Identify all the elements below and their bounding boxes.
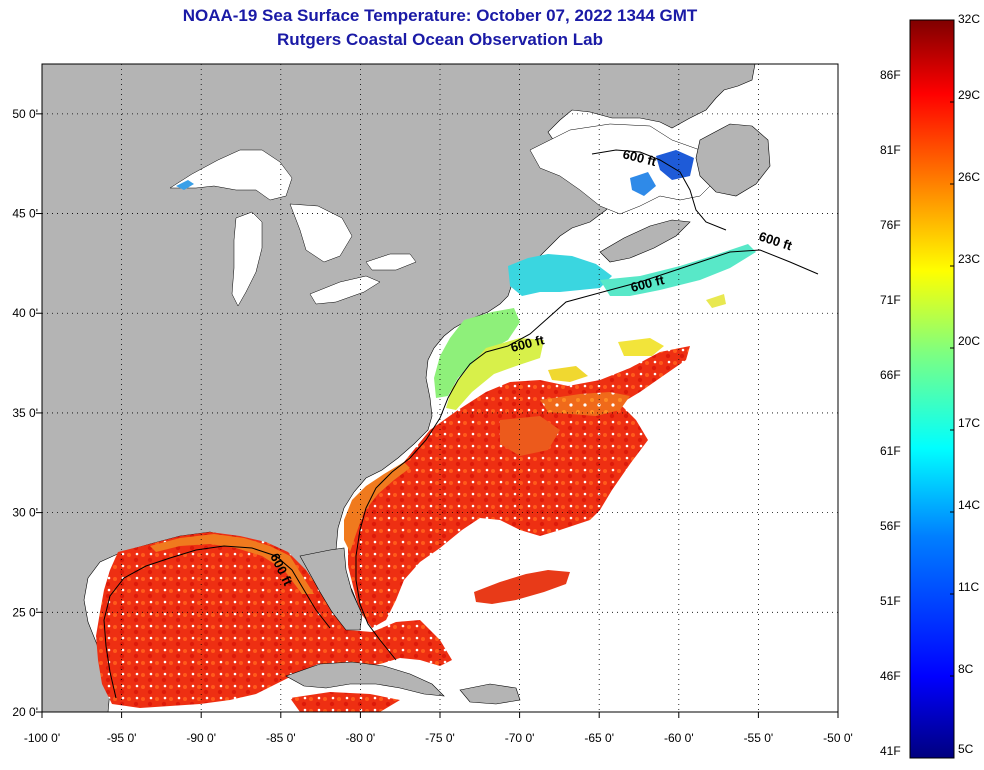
y-tick-label: 25 0' (12, 605, 38, 619)
y-tick-label: 40 0' (12, 306, 38, 320)
gulf-coastal-orange (150, 534, 314, 594)
land-north-america (42, 64, 756, 712)
x-axis-ticks: -100 0' -95 0' -90 0' -85 0' -80 0' -75 0' -70… (24, 712, 853, 745)
x-tick-label: -65 0' (584, 731, 614, 745)
colorbar-fahrenheit-label: 51F (880, 593, 901, 608)
lake-superior (169, 149, 293, 201)
x-tick-label: -95 0' (107, 731, 137, 745)
st-lawrence-gulf (529, 123, 721, 215)
land-cuba (285, 661, 445, 697)
colorbar-celsius-label: 11C (958, 580, 980, 594)
colorbar-ticks (950, 19, 954, 759)
y-axis-ticks: 20 0' 25 0' 30 0' 35 0' 40 0' 45 0' 50 0' (12, 107, 42, 719)
gulf-stream-sst (348, 346, 690, 628)
x-tick-label: -50 0' (823, 731, 853, 745)
colorbar (909, 19, 955, 759)
colorbar-celsius-label: 20C (958, 334, 981, 348)
colorbar-celsius-label: 23C (958, 252, 981, 266)
lake-small-blue (176, 180, 194, 190)
x-tick-label: -80 0' (346, 731, 376, 745)
sargasso-patch (474, 570, 570, 604)
lake-michigan-huron (231, 203, 353, 307)
yellow-patch-3 (706, 294, 726, 308)
colorbar-celsius-label: 32C (958, 12, 981, 26)
graticule (42, 64, 838, 712)
colorbar-celsius-label: 5C (958, 742, 974, 756)
caribbean-south-sst (290, 692, 400, 712)
colorbar-celsius-label: 26C (958, 170, 981, 184)
land-nova-scotia (599, 219, 691, 263)
y-tick-label: 50 0' (12, 107, 38, 121)
isobath-600ft-gulf (103, 545, 331, 699)
map-title: NOAA-19 Sea Surface Temperature: October… (182, 6, 698, 25)
colorbar-fahrenheit-label: 76F (880, 218, 901, 233)
cold-patch-2 (630, 172, 656, 196)
colorbar-fahrenheit-label: 71F (880, 293, 901, 308)
x-tick-label: -55 0' (744, 731, 774, 745)
yellow-patch-1 (618, 338, 664, 356)
colorbar-fahrenheit-label: 61F (880, 443, 901, 458)
colorbar-fahrenheit-label: 86F (880, 68, 901, 82)
map-subtitle: Rutgers Coastal Ocean Observation Lab (277, 30, 603, 49)
x-tick-label: -70 0' (505, 731, 535, 745)
y-tick-label: 45 0' (12, 207, 38, 221)
land-newfoundland (695, 123, 771, 197)
x-tick-label: -60 0' (664, 731, 694, 745)
colorbar-fahrenheit-label: 66F (880, 368, 901, 383)
yellow-patch-2 (548, 366, 588, 382)
x-tick-label: -100 0' (24, 731, 60, 745)
colorbar-fahrenheit-label: 46F (880, 668, 901, 683)
colorbar-celsius-label: 14C (958, 498, 981, 512)
lake-erie-ontario (309, 253, 417, 305)
y-tick-label: 35 0' (12, 406, 38, 420)
x-tick-label: -75 0' (425, 731, 455, 745)
land-florida (299, 547, 363, 631)
x-tick-label: -90 0' (186, 731, 216, 745)
colorbar-celsius-label: 8C (958, 662, 974, 676)
isobath-600ft-gulf-stlawrence (591, 149, 727, 231)
isobath-600ft-atlantic (355, 249, 819, 661)
colorbar-fahrenheit-label: 56F (880, 518, 901, 533)
slope-water-sst (446, 338, 544, 410)
colorbar-fahrenheit-label: 81F (880, 143, 901, 158)
x-tick-label: -85 0' (266, 731, 296, 745)
y-tick-label: 30 0' (12, 506, 38, 520)
colorbar-fahrenheit-label: 41F (880, 744, 901, 758)
gulf-st-lawrence-cold (656, 150, 694, 180)
colorbar-celsius-label: 17C (958, 416, 981, 430)
coastal-se-orange (344, 462, 410, 552)
land-hispaniola (459, 683, 521, 705)
y-tick-label: 20 0' (12, 705, 38, 719)
mid-atlantic-shelf-sst (434, 308, 520, 398)
scotian-shelf-sst (600, 244, 756, 296)
orange-band-mid (540, 392, 630, 416)
warm-patch-east (500, 416, 560, 456)
gulf-of-maine-sst (508, 254, 612, 296)
colorbar-celsius-label: 29C (958, 88, 981, 102)
